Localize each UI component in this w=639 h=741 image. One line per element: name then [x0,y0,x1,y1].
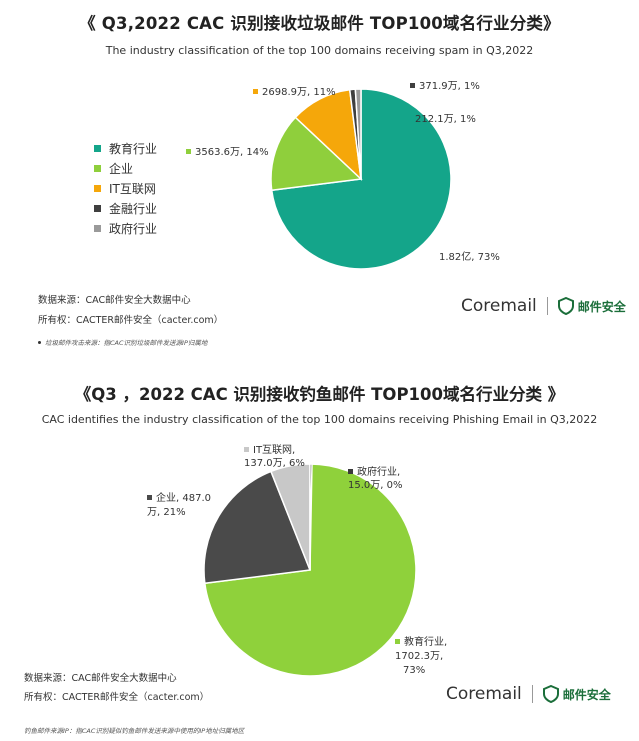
shield-icon [557,297,574,315]
shield-icon [542,685,559,703]
data-label-edu-2: 教育行业, 1702.3万, 73% [395,637,448,676]
pie1-slice-4 [354,88,362,180]
chart2-subtitle: CAC identifies the industry classificati… [41,413,598,426]
chart1-title: 《 Q3,2022 CAC 识别接收垃圾邮件 TOP100域名行业分类》 [79,14,560,33]
chart1-footnote: 垃圾邮件攻击来源：指CAC识别垃圾邮件发送源IP归属地 [38,337,207,347]
legend-label: 金融行业 [109,201,158,216]
chart1-legend: 教育行业 企业 IT互联网 金融行业 政府行业 [94,138,157,238]
brand-name: 邮件安全 [562,687,611,702]
legend-label: IT互联网 [109,181,156,196]
coremail-logo: Coremail [446,684,522,704]
chart2-source: 数据来源：CAC邮件安全大数据中心 [24,673,177,684]
chart2-owner: 所有权：CACTER邮件安全（cacter.com） [24,692,210,703]
pie1-slice-1 [270,116,363,192]
data-label-ent-2: 企业, 487.0 万, 21% [147,493,211,518]
data-label-gov: 212.1万, 1% [415,114,476,125]
chart2-footnote: 钓鱼邮件来源IP：指CAC识别疑似钓鱼邮件发送来源中使用的IP地址归属地区 [24,727,245,735]
brand-logo-1: Coremail 邮件安全 [461,296,626,316]
chart1-subtitle: The industry classification of the top 1… [105,44,534,57]
data-label-it-2: IT互联网, 137.0万, 6% [244,445,305,469]
legend-label: 教育行业 [109,141,158,156]
data-label-gov-2: 政府行业, 15.0万, 0% [348,467,403,491]
brand-logo-2: Coremail 邮件安全 [446,684,611,704]
legend-item-fin: 金融行业 [94,198,157,218]
legend-item-ent: 企业 [94,158,157,178]
pie1 [270,88,452,270]
legend-item-gov: 政府行业 [94,218,157,238]
pie2-slice-3 [309,463,313,571]
pie2-slice-1 [203,470,312,585]
coremail-logo: Coremail [461,296,537,316]
legend-item-it: IT互联网 [94,178,157,198]
chart1-owner: 所有权：CACTER邮件安全（cacter.com） [38,315,224,326]
data-label-ent: 3563.6万, 14% [186,143,269,158]
chart2-title: 《Q3 ，2022 CAC 识别接收钓鱼邮件 TOP100域名行业分类 》 [74,385,565,404]
legend-label: 政府行业 [109,221,158,236]
data-label-fin: 371.9万, 1% [410,77,480,92]
brand-name: 邮件安全 [577,299,626,314]
pie2 [203,463,417,677]
data-label-it: 2698.9万, 11% [253,83,336,98]
legend-item-edu: 教育行业 [94,138,157,158]
chart1-source: 数据来源：CAC邮件安全大数据中心 [38,295,191,306]
legend-label: 企业 [109,161,134,176]
data-label-edu: 1.82亿, 73% [439,252,500,263]
